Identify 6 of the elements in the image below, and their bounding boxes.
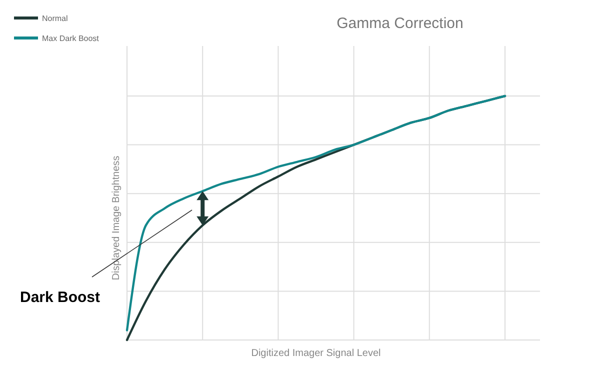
x-axis-title: Digitized Imager Signal Level (251, 348, 381, 359)
text: Dark Boost (20, 289, 100, 306)
chart-title: Gamma Correction (336, 15, 464, 32)
y-axis-title: Displayed Image Brightness (111, 156, 122, 280)
legend-label: Normal (42, 14, 68, 23)
legend-label: Max Dark Boost (42, 34, 100, 43)
